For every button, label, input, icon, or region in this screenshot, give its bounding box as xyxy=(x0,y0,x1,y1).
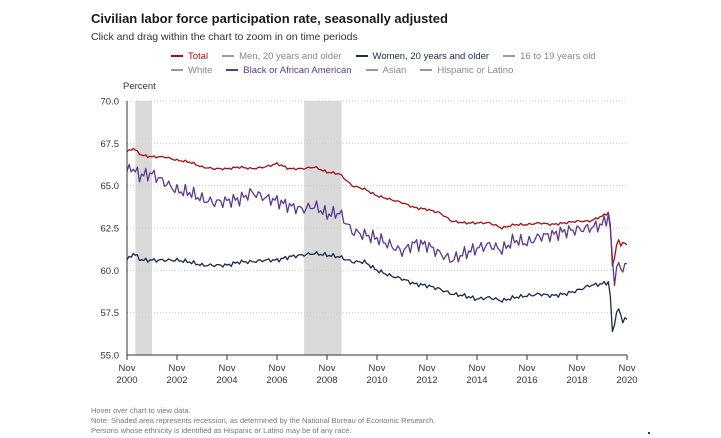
legend-item-white[interactable]: White xyxy=(171,65,212,76)
legend-label: Hispanic or Latino xyxy=(437,64,514,76)
x-tick-label-month: Nov xyxy=(469,363,486,374)
y-axis-label: Percent xyxy=(123,81,156,92)
corner-dot xyxy=(648,432,650,434)
legend-row-2: White Black or African American Asian Hi… xyxy=(171,63,641,77)
legend-label: Asian xyxy=(382,64,407,76)
legend-item-women-20-plus[interactable]: Women, 20 years and older xyxy=(355,50,490,62)
chart-footer: Hover over chart to view data. Note: Sha… xyxy=(91,406,435,436)
x-tick-label-year: 2020 xyxy=(616,375,637,386)
legend-row-1: Total Men, 20 years and older Women, 20 … xyxy=(171,49,641,63)
legend-item-men-20-plus[interactable]: Men, 20 years and older xyxy=(222,50,342,62)
series-line-women-20-years-and-older xyxy=(126,251,628,333)
x-tick-label-month: Nov xyxy=(219,363,236,374)
legend-swatch xyxy=(503,55,516,57)
x-tick-label-year: 2012 xyxy=(416,375,437,386)
legend-swatch xyxy=(171,55,183,57)
recession-band xyxy=(135,101,152,355)
legend-item-black[interactable]: Black or African American xyxy=(226,64,352,76)
y-tick-label: 65.0 xyxy=(101,181,120,192)
legend-label: White xyxy=(188,64,213,76)
legend-label: Total xyxy=(188,50,209,62)
y-tick-label: 62.5 xyxy=(101,224,120,235)
footer-hover-note: Hover over chart to view data. xyxy=(91,406,191,415)
legend-item-total[interactable]: Total xyxy=(171,51,208,62)
x-tick-label-month: Nov xyxy=(519,363,536,374)
x-tick-label-year: 2006 xyxy=(266,375,287,386)
legend-label: Men, 20 years and older xyxy=(239,50,342,62)
legend: Total Men, 20 years and older Women, 20 … xyxy=(171,49,641,77)
x-tick-label-month: Nov xyxy=(319,363,336,374)
y-tick-label: 57.5 xyxy=(101,308,120,319)
legend-item-asian[interactable]: Asian xyxy=(365,64,407,76)
legend-label: Women, 20 years and older xyxy=(372,50,490,62)
x-tick-label-year: 2008 xyxy=(316,375,337,386)
x-tick-label-year: 2014 xyxy=(466,375,487,386)
legend-swatch xyxy=(226,69,239,71)
series-lines xyxy=(126,147,628,333)
grid-lines xyxy=(127,100,627,314)
series-line-black-or-african-american xyxy=(126,163,628,287)
legend-label: 16 to 19 years old xyxy=(520,50,596,62)
x-tick-label-year: 2002 xyxy=(166,375,187,386)
x-tick-label-month: Nov xyxy=(569,363,586,374)
x-tick-label-year: 2010 xyxy=(366,375,387,386)
series-line-total xyxy=(126,147,628,267)
x-tick-label-month: Nov xyxy=(119,363,136,374)
legend-swatch xyxy=(365,69,378,71)
legend-label: Black or African American xyxy=(243,64,352,76)
x-tick-label-month: Nov xyxy=(169,363,186,374)
y-tick-label: 70.0 xyxy=(101,97,120,108)
legend-swatch xyxy=(171,69,183,71)
y-tick-label: 67.5 xyxy=(101,139,120,150)
x-tick-label-year: 2016 xyxy=(516,375,537,386)
x-tick-label-month: Nov xyxy=(419,363,436,374)
x-tick-label-year: 2018 xyxy=(566,375,587,386)
legend-swatch xyxy=(222,55,235,57)
legend-item-hispanic[interactable]: Hispanic or Latino xyxy=(420,65,513,76)
chart-subtitle: Click and drag within the chart to zoom … xyxy=(91,31,358,43)
footer-ethnicity-note: Persons whose ethnicity is identified as… xyxy=(91,426,352,435)
x-tick-label-month: Nov xyxy=(269,363,286,374)
chart-title: Civilian labor force participation rate,… xyxy=(91,11,448,26)
y-tick-label: 55.0 xyxy=(101,351,120,362)
x-tick-label-year: 2000 xyxy=(116,375,137,386)
legend-item-16-to-19[interactable]: 16 to 19 years old xyxy=(503,51,596,62)
axes: 70.067.565.062.560.057.555.0Nov2000Nov20… xyxy=(101,97,638,387)
x-tick-label-month: Nov xyxy=(369,363,386,374)
x-tick-label-month: Nov xyxy=(619,363,636,374)
y-tick-label: 60.0 xyxy=(101,266,120,277)
legend-swatch xyxy=(355,55,368,57)
footer-recession-note: Note: Shaded area represents recession, … xyxy=(91,416,436,425)
x-tick-label-year: 2004 xyxy=(216,375,237,386)
legend-swatch xyxy=(420,69,433,71)
